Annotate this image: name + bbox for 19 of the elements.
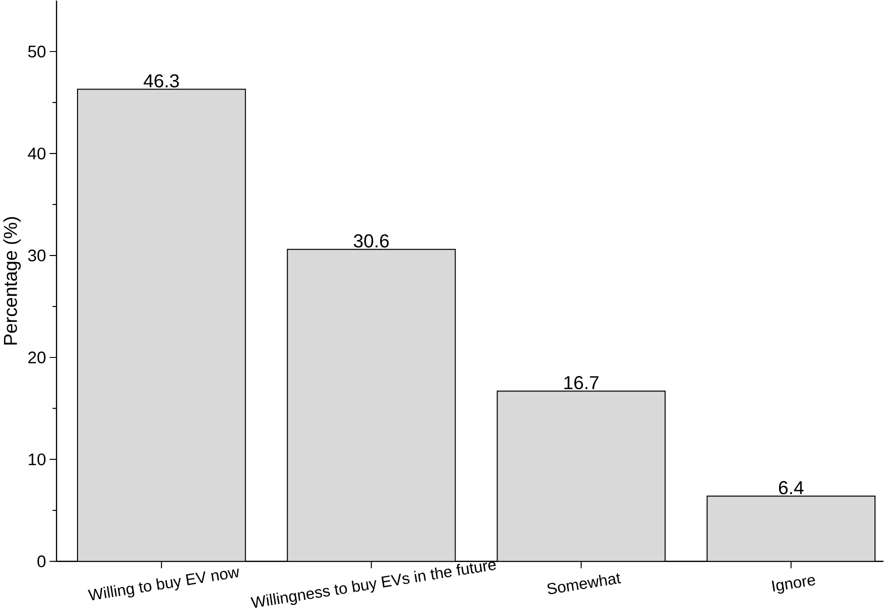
bar bbox=[497, 390, 666, 562]
y-tick-label: 50 bbox=[28, 46, 46, 58]
x-tick-label: Willing to buy EV now bbox=[88, 568, 239, 600]
bar bbox=[286, 248, 456, 562]
data-label: 46.3 bbox=[144, 74, 179, 88]
x-tick-label: Somewhat bbox=[548, 573, 622, 594]
y-tick-label: 30 bbox=[28, 249, 46, 262]
bar bbox=[77, 88, 246, 562]
y-tick-label: 40 bbox=[28, 147, 46, 160]
bar bbox=[706, 496, 876, 562]
x-tick-label: Willingness to buy EVs in the future bbox=[250, 562, 496, 608]
data-label: 6.4 bbox=[778, 480, 804, 494]
x-tick-label: Ignore bbox=[772, 576, 816, 594]
data-label: 16.7 bbox=[564, 376, 598, 390]
y-axis-title: Percentage (%) bbox=[3, 217, 21, 344]
data-label: 30.6 bbox=[354, 234, 389, 248]
y-tick-label: 10 bbox=[28, 453, 46, 466]
y-tick-label: 20 bbox=[28, 351, 46, 364]
y-tick-label: 0 bbox=[37, 555, 46, 568]
